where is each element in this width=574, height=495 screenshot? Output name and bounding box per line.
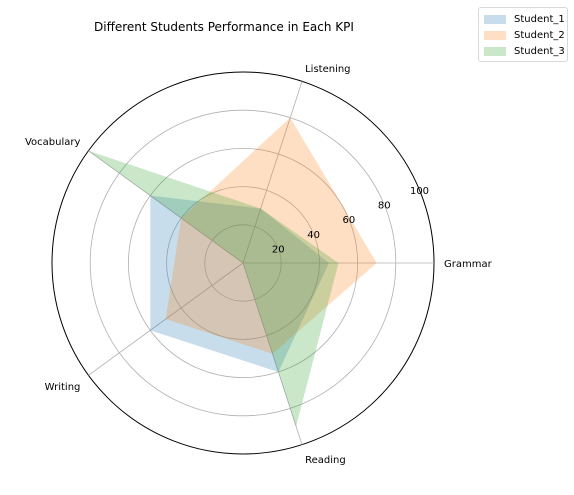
- legend-label: Student_3: [514, 45, 565, 57]
- tick-label-80: 80: [378, 201, 391, 212]
- legend-item: Student_1: [484, 11, 565, 27]
- axis-label-reading: Reading: [305, 455, 346, 466]
- axis-label-vocabulary: Vocabulary: [25, 137, 81, 148]
- tick-label-100: 100: [410, 186, 429, 197]
- radar-labels: 20 40 60 80 100 Grammar Listening Vocabulary Wri…: [25, 64, 493, 466]
- axis-label-grammar: Grammar: [444, 259, 493, 270]
- tick-label-60: 60: [343, 215, 356, 226]
- series-student-2: [165, 117, 377, 354]
- legend-item: Student_3: [484, 43, 565, 59]
- radar-grid: [51, 71, 435, 455]
- legend-swatch: [484, 30, 506, 40]
- spoke-writing: [88, 262, 244, 376]
- spoke-reading: [242, 262, 303, 445]
- spoke-listening: [242, 81, 303, 264]
- axis-label-writing: Writing: [45, 382, 81, 393]
- spoke-vocabulary: [88, 150, 244, 264]
- tick-label-20: 20: [272, 244, 285, 255]
- radar-series: [88, 117, 377, 427]
- axis-label-listening: Listening: [305, 64, 350, 75]
- legend-label: Student_1: [514, 13, 565, 25]
- legend-swatch: [484, 14, 506, 24]
- tick-label-40: 40: [307, 230, 320, 241]
- chart-legend: Student_1 Student_2 Student_3: [478, 7, 568, 62]
- chart-title: Different Students Performance in Each K…: [94, 20, 354, 34]
- legend-item: Student_2: [484, 27, 565, 43]
- legend-swatch: [484, 46, 506, 56]
- series-student-1: [150, 195, 329, 372]
- series-student-3: [88, 150, 339, 427]
- legend-label: Student_2: [514, 29, 565, 41]
